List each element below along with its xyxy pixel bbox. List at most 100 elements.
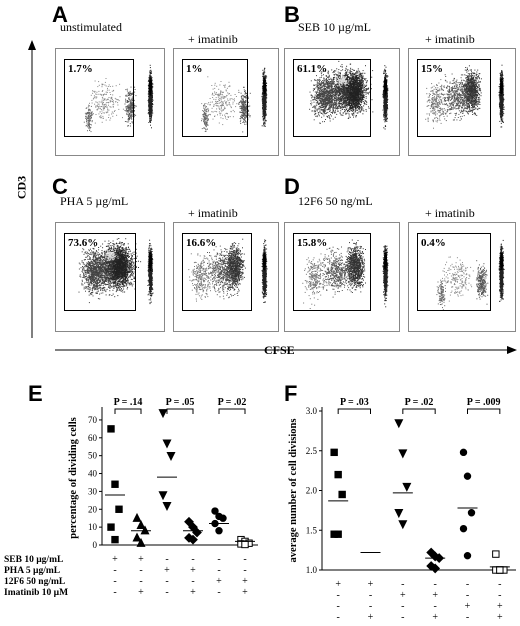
- flow-density: [309, 60, 389, 130]
- condition-sign: -: [139, 565, 142, 576]
- percent-label: 61.1%: [297, 63, 327, 75]
- condition-sign: -: [369, 590, 372, 601]
- data-point: [136, 520, 146, 530]
- imatinib-label-c: + imatinib: [188, 206, 238, 221]
- condition-sign: +: [164, 565, 170, 576]
- condition-row-label: PHA 5 µg/mL: [4, 566, 60, 576]
- condition-sign: -: [433, 579, 436, 590]
- condition-sign: -: [165, 576, 168, 587]
- p-value-label: P = .14: [114, 397, 143, 408]
- data-point: [136, 537, 146, 547]
- data-point: [132, 512, 142, 522]
- flow-density: [425, 64, 505, 129]
- data-point: [241, 540, 249, 549]
- y-tick-label: 20: [88, 504, 98, 514]
- gate: [417, 59, 491, 137]
- y-tick-label: 40: [88, 469, 98, 479]
- data-point: [111, 480, 119, 488]
- p-value-label: P = .02: [218, 397, 247, 408]
- condition-sign: +: [465, 601, 471, 612]
- gate: [293, 59, 371, 137]
- percent-label: 1.7%: [68, 63, 93, 75]
- condition-sign: +: [432, 612, 438, 623]
- condition-sign: +: [368, 612, 374, 623]
- flow-plot-c-imatinib: 16.6%: [173, 222, 279, 332]
- percent-label: 0.4%: [421, 237, 446, 249]
- percent-label: 15%: [421, 63, 443, 75]
- condition-sign: -: [191, 576, 194, 587]
- data-point: [334, 470, 342, 479]
- condition-sign: -: [165, 554, 168, 565]
- percent-label: 1%: [186, 63, 203, 75]
- y-tick-label: 50: [88, 451, 98, 461]
- condition-sign: +: [400, 590, 406, 601]
- data-point: [162, 501, 172, 512]
- p-value-label: P = .009: [467, 397, 501, 408]
- gate: [182, 59, 248, 137]
- flow-plot-a-control: 1.7%: [55, 48, 165, 156]
- condition-sign: +: [432, 590, 438, 601]
- p-value-bracket: [166, 408, 194, 414]
- data-point: [132, 532, 142, 542]
- condition-sign: -: [243, 565, 246, 576]
- data-point: [394, 419, 404, 429]
- p-value-label: P = .03: [340, 397, 369, 408]
- condition-sign: -: [401, 612, 404, 623]
- x-axis-arrow: [55, 346, 517, 354]
- condition-sign: -: [113, 576, 116, 587]
- data-point: [188, 522, 198, 533]
- condition-sign: -: [401, 601, 404, 612]
- data-point: [215, 527, 223, 535]
- condition-sign: +: [242, 576, 248, 587]
- condition-sign: -: [498, 579, 501, 590]
- y-axis-label: percentage of dividing cells: [68, 417, 79, 538]
- data-point: [398, 520, 408, 530]
- flow-density: [83, 64, 154, 133]
- condition-label-d: 12F6 50 ng/mL: [298, 194, 373, 209]
- condition-sign: -: [369, 601, 372, 612]
- condition-sign: -: [336, 612, 339, 623]
- data-point: [467, 509, 476, 517]
- data-point: [394, 509, 404, 519]
- gate: [182, 233, 252, 311]
- scatter-chart-e: 0 10 20 30 40 50 60 70 percentage of dividing ce…: [4, 397, 258, 598]
- gate: [293, 233, 371, 311]
- gate: [64, 233, 136, 311]
- data-point: [111, 535, 119, 544]
- condition-sign: -: [466, 612, 469, 623]
- data-point: [219, 514, 227, 522]
- scatter-chart-f: 1.0 1.5 2.0 2.5 3.0 average number of cell di…: [288, 397, 516, 623]
- condition-sign: -: [113, 587, 116, 598]
- condition-sign: +: [112, 554, 118, 565]
- y-axis-arrow: [28, 40, 36, 338]
- flow-density: [201, 67, 268, 133]
- panel-letter-c: C: [52, 176, 68, 198]
- data-point: [107, 523, 115, 531]
- flow-density: [78, 238, 154, 305]
- panel-letter-b: B: [284, 4, 300, 26]
- condition-sign: -: [217, 554, 220, 565]
- y-axis-label: CD3: [15, 168, 30, 208]
- y-tick-label: 30: [88, 486, 98, 496]
- condition-label-b: SEB 10 µg/mL: [298, 20, 371, 35]
- data-point: [398, 449, 408, 459]
- data-point: [402, 482, 412, 492]
- data-point: [492, 550, 500, 558]
- flow-density: [302, 239, 389, 309]
- condition-sign: -: [165, 587, 168, 598]
- p-value-label: P = .05: [166, 397, 195, 408]
- p-value-bracket: [218, 408, 246, 414]
- data-point: [184, 516, 194, 527]
- data-point: [334, 530, 342, 538]
- data-point: [459, 524, 468, 533]
- condition-sign: -: [336, 601, 339, 612]
- y-tick-label: 1.0: [306, 565, 318, 575]
- y-tick-label: 2.5: [306, 446, 318, 456]
- flow-density: [436, 239, 505, 311]
- imatinib-label-a: + imatinib: [188, 32, 238, 47]
- panel-letter-d: D: [284, 176, 300, 198]
- condition-row-label: SEB 10 µg/mL: [4, 555, 63, 565]
- data-point: [211, 507, 219, 515]
- condition-sign: +: [368, 579, 374, 590]
- y-tick-label: 0: [93, 540, 98, 550]
